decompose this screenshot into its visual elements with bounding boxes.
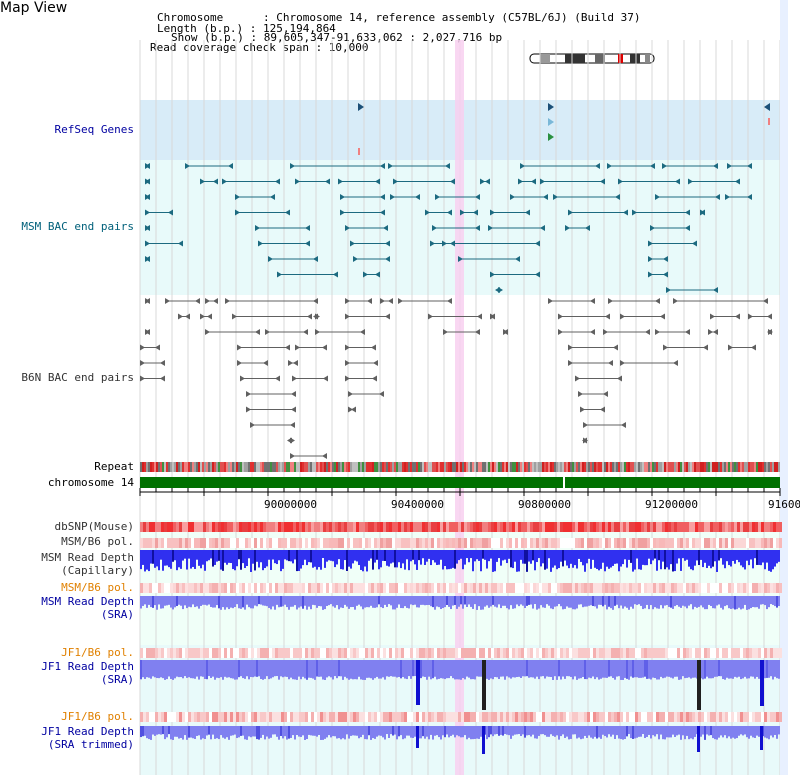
track-label-msm-pol-1[interactable]: MSM/B6 pol. (61, 535, 134, 548)
track-label-chromosome[interactable]: chromosome 14 (47, 476, 134, 489)
jf1-b6-pol-track-2[interactable] (140, 712, 782, 722)
msm-b6-pol-track-2[interactable] (140, 583, 782, 593)
tick-label: 90800000 (518, 498, 571, 511)
refseq-genes[interactable] (358, 103, 770, 155)
track-label-jf1-pol-1[interactable]: JF1/B6 pol. (61, 646, 134, 659)
chromosome-ideogram[interactable] (529, 53, 655, 64)
msm-b6-pol-track-1[interactable] (140, 538, 782, 548)
info-length: Length (b.p.) : 125,194,864 (157, 22, 336, 35)
position-axis (139, 488, 781, 496)
page-title: Map View (0, 0, 68, 16)
track-label-jf1-pol-2[interactable]: JF1/B6 pol. (61, 710, 134, 723)
track-label-repeat[interactable]: Repeat (94, 460, 134, 473)
track-label-msm-depth-cap[interactable]: MSM Read Depth (41, 551, 134, 564)
info-chromosome: Chromosome : Chromosome 14, reference as… (157, 11, 641, 24)
dbsnp-track[interactable] (140, 522, 782, 532)
jf1-depth-sra-track[interactable] (140, 660, 780, 710)
chromosome-bar[interactable] (140, 477, 780, 488)
tick-label: 91600 (768, 498, 800, 511)
track-label-jf1-depth-sra-sub: (SRA) (100, 673, 134, 686)
right-scroll-strip[interactable] (780, 0, 788, 775)
jf1-depth-trimmed-track[interactable] (140, 726, 780, 754)
repeat-track[interactable] (140, 462, 780, 472)
msm-depth-sra-track[interactable] (140, 596, 780, 610)
track-label-msm-bac[interactable]: MSM BAC end pairs (21, 220, 134, 233)
track-label-jf1-depth-trim-sub: (SRA trimmed) (47, 738, 134, 751)
track-label-jf1-depth-sra[interactable]: JF1 Read Depth (41, 660, 134, 673)
jf1-b6-pol-track-1[interactable] (140, 648, 782, 658)
track-label-msm-depth-sra[interactable]: MSM Read Depth (41, 595, 134, 608)
chromosome-gap (563, 477, 565, 488)
track-label-jf1-depth-trim[interactable]: JF1 Read Depth (41, 725, 134, 738)
msm-bac-pairs[interactable] (145, 163, 752, 293)
info-read-span: Read coverage check span : 10,000 (150, 41, 369, 54)
tick-label: 91200000 (645, 498, 698, 511)
track-label-b6n-bac[interactable]: B6N BAC end pairs (21, 371, 134, 384)
track-label-msm-depth-sra-sub: (SRA) (100, 608, 134, 621)
info-show: Show (b.p.) : 89,605,347-91,633,062 : 2,… (171, 31, 503, 44)
track-label-msm-pol-2[interactable]: MSM/B6 pol. (61, 581, 134, 594)
b6n-bac-pairs[interactable] (140, 298, 773, 459)
track-label-dbsnp[interactable]: dbSNP(Mouse) (54, 520, 134, 533)
track-label-refseq[interactable]: RefSeq Genes (54, 123, 134, 136)
msm-depth-capillary-track[interactable] (140, 550, 780, 572)
track-label-msm-depth-cap-sub: (Capillary) (61, 564, 134, 577)
tick-label: 90400000 (391, 498, 444, 511)
tick-label: 90000000 (264, 498, 317, 511)
highlight-band (455, 40, 464, 775)
